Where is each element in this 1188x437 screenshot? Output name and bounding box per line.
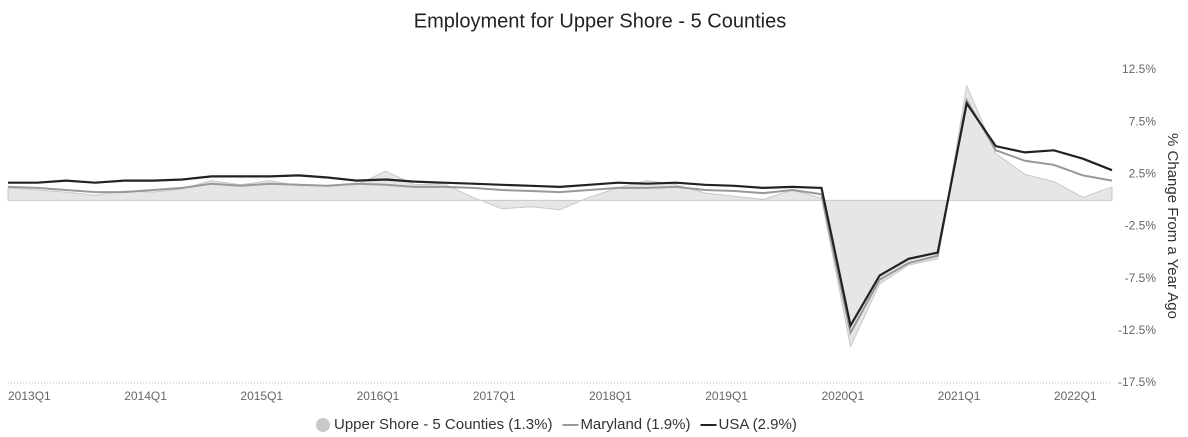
y-tick-label: 12.5% [1122,62,1156,76]
x-tick-label: 2021Q1 [938,389,981,403]
x-tick-label: 2022Q1 [1054,389,1097,403]
y-tick-label: -17.5% [1118,375,1156,389]
x-tick-label: 2016Q1 [357,389,400,403]
legend-label: Upper Shore - 5 Counties (1.3%) [334,416,552,433]
y-tick-label: -7.5% [1125,271,1157,285]
y-axis-label: % Change From a Year Ago [1164,133,1181,319]
y-tick-label: 2.5% [1129,167,1157,181]
y-tick-label: 7.5% [1129,114,1157,128]
x-tick-label: 2018Q1 [589,389,632,403]
area [7,83,1113,349]
y-tick-label: -2.5% [1125,219,1157,233]
chart-title: Employment for Upper Shore - 5 Counties [414,10,786,32]
legend-label: Maryland (1.9%) [580,416,690,433]
line [8,100,1113,329]
legend-marker [316,418,330,432]
x-tick-label: 2020Q1 [821,389,864,403]
line [7,97,1113,336]
y-tick-label: -12.5% [1118,323,1156,337]
x-tick-label: 2014Q1 [124,389,167,403]
legend-label: USA (2.9%) [718,416,796,433]
x-tick-label: 2013Q1 [8,389,51,403]
x-tick-label: 2019Q1 [705,389,748,403]
x-tick-label: 2017Q1 [473,389,516,403]
x-tick-label: 2015Q1 [240,389,283,403]
